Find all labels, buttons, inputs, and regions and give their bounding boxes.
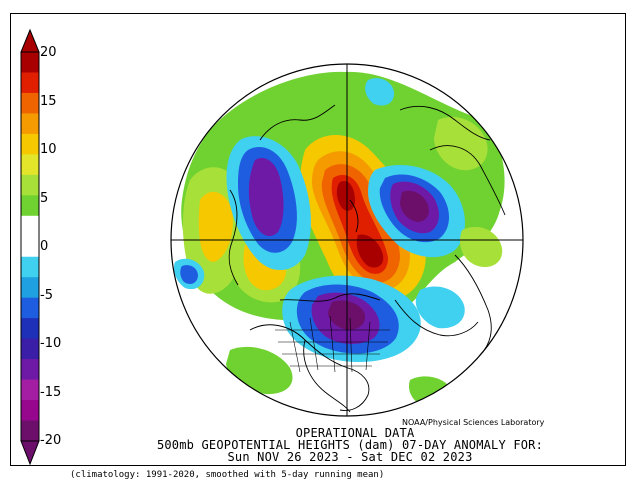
colorbar-segment <box>21 113 39 135</box>
colorbar-tick-label: 20 <box>40 45 57 60</box>
anomaly-region <box>365 78 395 106</box>
colorbar-segment <box>21 338 39 360</box>
anomaly-region <box>248 158 284 237</box>
colorbar-tick-label: -20 <box>40 433 62 448</box>
title-line-1: OPERATIONAL DATA <box>295 426 415 440</box>
colorbar-tick-label: 5 <box>40 191 49 206</box>
colorbar-segment <box>21 52 39 73</box>
colorbar-segment <box>21 92 39 114</box>
anomaly-region <box>336 180 356 211</box>
colorbar-segment <box>21 154 39 176</box>
colorbar-segment <box>21 215 39 237</box>
colorbar-segment <box>21 379 39 401</box>
anomaly-region <box>198 191 233 262</box>
colorbar-segment <box>21 420 39 442</box>
anomaly-region <box>400 190 429 222</box>
colorbar-outline <box>20 51 40 442</box>
colorbar-tick-label: 15 <box>40 94 57 109</box>
title-line-3: Sun NOV 26 2023 - Sat DEC 02 2023 <box>227 450 473 464</box>
anomaly-region <box>459 226 503 268</box>
colorbar-segment <box>21 236 39 258</box>
colorbar-tick-label: -10 <box>40 336 62 351</box>
anomaly-region <box>180 265 198 284</box>
colorbar-tick-label: 10 <box>40 142 57 157</box>
climatology-footnote: (climatology: 1991-2020, smoothed with 5… <box>70 470 385 480</box>
colorbar-segment <box>21 359 39 381</box>
us-state-boundaries <box>275 315 390 373</box>
colorbar-segment <box>21 195 39 217</box>
title-line-2: 500mb GEOPOTENTIAL HEIGHTS (dam) 07-DAY … <box>156 438 544 452</box>
credit-label: NOAA/Physical Sciences Laboratory <box>402 418 545 427</box>
colorbar-segment <box>21 133 39 155</box>
colorbar-segment <box>21 256 39 278</box>
colorbar-tick-label: -15 <box>40 385 62 400</box>
anomaly-region <box>415 286 465 329</box>
colorbar-segment <box>21 72 39 94</box>
colorbar-segment <box>21 297 39 319</box>
map-boundary-circle <box>170 63 524 417</box>
anomaly-region <box>356 234 384 268</box>
colorbar-tick-label: 0 <box>40 239 49 254</box>
colorbar-segment <box>21 318 39 340</box>
colorbar-segment <box>21 174 39 196</box>
colorbar-segment <box>21 277 39 299</box>
coastlines <box>228 104 506 413</box>
colorbar-segment <box>21 400 39 422</box>
colorbar-tick-label: -5 <box>40 288 53 303</box>
